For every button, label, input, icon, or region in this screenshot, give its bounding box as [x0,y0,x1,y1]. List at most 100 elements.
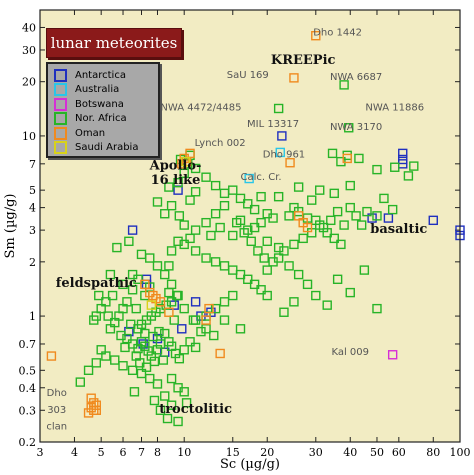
point-nor-africa [362,206,372,217]
point-nor-africa [185,233,195,244]
point-nor-africa [158,355,169,365]
y-tick-label: 1 [29,310,36,323]
point-nor-africa [179,220,189,230]
legend-label: Botswana [75,98,124,110]
point-nor-africa [164,287,174,298]
point-oman [140,279,150,290]
point-nor-africa [133,274,143,285]
point-nor-africa [329,233,339,244]
point-label: Kal 009 [331,347,369,358]
point-nor-africa [332,206,343,217]
point-nor-africa [372,164,382,175]
point-nor-africa [116,330,126,341]
y-axis-label: Sm (µg/g) [3,194,18,259]
point-nor-africa [387,204,398,215]
legend-label: Saudi Arabia [75,142,139,153]
point-nor-africa [179,387,189,397]
x-tick-label: 6 [120,446,127,459]
point-oman [46,351,57,361]
point-nor-africa [262,290,272,301]
point-nor-africa [262,265,272,275]
point-antarctica [428,215,438,226]
point-nor-africa [196,326,206,337]
point-nor-africa [302,279,313,290]
point-nor-africa [228,230,238,241]
point-nor-africa [201,217,211,228]
point-nor-africa [120,342,130,353]
point-oman [289,73,299,83]
point-nor-africa [94,290,104,301]
point-antarctica [398,148,408,159]
y-tick-label: 0.4 [19,382,37,395]
point-nor-africa [298,233,308,244]
point-nor-africa [127,285,138,295]
y-tick-label: 20 [22,76,36,89]
legend-item: Nor. Africa [54,112,127,126]
point-label: Calc. Cr. [241,172,282,183]
point-nor-africa [293,269,304,280]
point-nor-africa [256,285,266,295]
point-label: NWA 3170 [330,122,382,133]
point-nor-africa [110,355,120,365]
point-nor-africa [293,182,304,192]
legend-item: Antarctica [54,68,126,82]
point-nor-africa [351,211,361,221]
point-nor-africa [253,246,263,256]
point-saudi-arabia [180,156,191,167]
point-nor-africa [124,236,134,247]
point-label: Lynch 002 [195,138,246,149]
point-nor-africa [96,345,106,355]
point-label: MIL 13317 [247,119,299,130]
point-nor-africa [181,398,192,408]
point-nor-africa [326,215,336,226]
point-nor-africa [152,261,163,271]
point-oman [342,153,352,164]
y-tick-label: 0.5 [19,364,37,377]
point-nor-africa [256,191,266,202]
point-oman [204,303,214,314]
point-antarctica [367,213,377,223]
x-tick-label: 40 [343,446,357,459]
y-tick-label: 10 [22,130,36,143]
point-nor-africa [228,185,238,195]
point-oman [145,287,155,298]
point-label: Dho [47,388,67,399]
point-nor-africa [372,211,382,221]
point-nor-africa [336,156,346,167]
point-label: NWA 11886 [365,103,424,114]
point-nor-africa [174,211,185,221]
point-nor-africa [210,257,221,267]
point-oman [285,158,295,168]
point-saudi-arabia [146,300,157,310]
point-nor-africa [243,274,253,285]
region-label: KREEPic [271,53,336,68]
region-label: feldspathic [56,276,137,291]
point-nor-africa [173,416,183,427]
point-nor-africa [279,246,289,256]
point-nor-africa [201,172,211,182]
point-oman [164,307,174,317]
point-nor-africa [127,365,138,376]
point-australia [275,147,285,158]
y-tick-label: 0.7 [19,338,37,351]
region-label: Apollo- [149,159,202,174]
point-nor-africa [215,222,225,233]
point-nor-africa [315,220,325,230]
point-botswana [387,350,398,360]
point-nor-africa [329,188,339,199]
point-nor-africa [185,195,195,205]
legend-item: Saudi Arabia [54,141,138,155]
legend-item: Botswana [54,97,124,111]
point-nor-africa [219,297,230,307]
x-tick-label: 15 [226,446,240,459]
point-nor-africa [345,202,355,213]
y-tick-label: 7 [29,158,36,171]
y-tick-label: 0.3 [19,404,37,417]
point-nor-africa [210,209,221,219]
point-nor-africa [190,342,201,353]
point-nor-africa [118,279,128,290]
point-nor-africa [166,200,177,211]
point-nor-africa [268,213,278,223]
point-australia [244,173,254,184]
point-antarctica [277,131,287,141]
